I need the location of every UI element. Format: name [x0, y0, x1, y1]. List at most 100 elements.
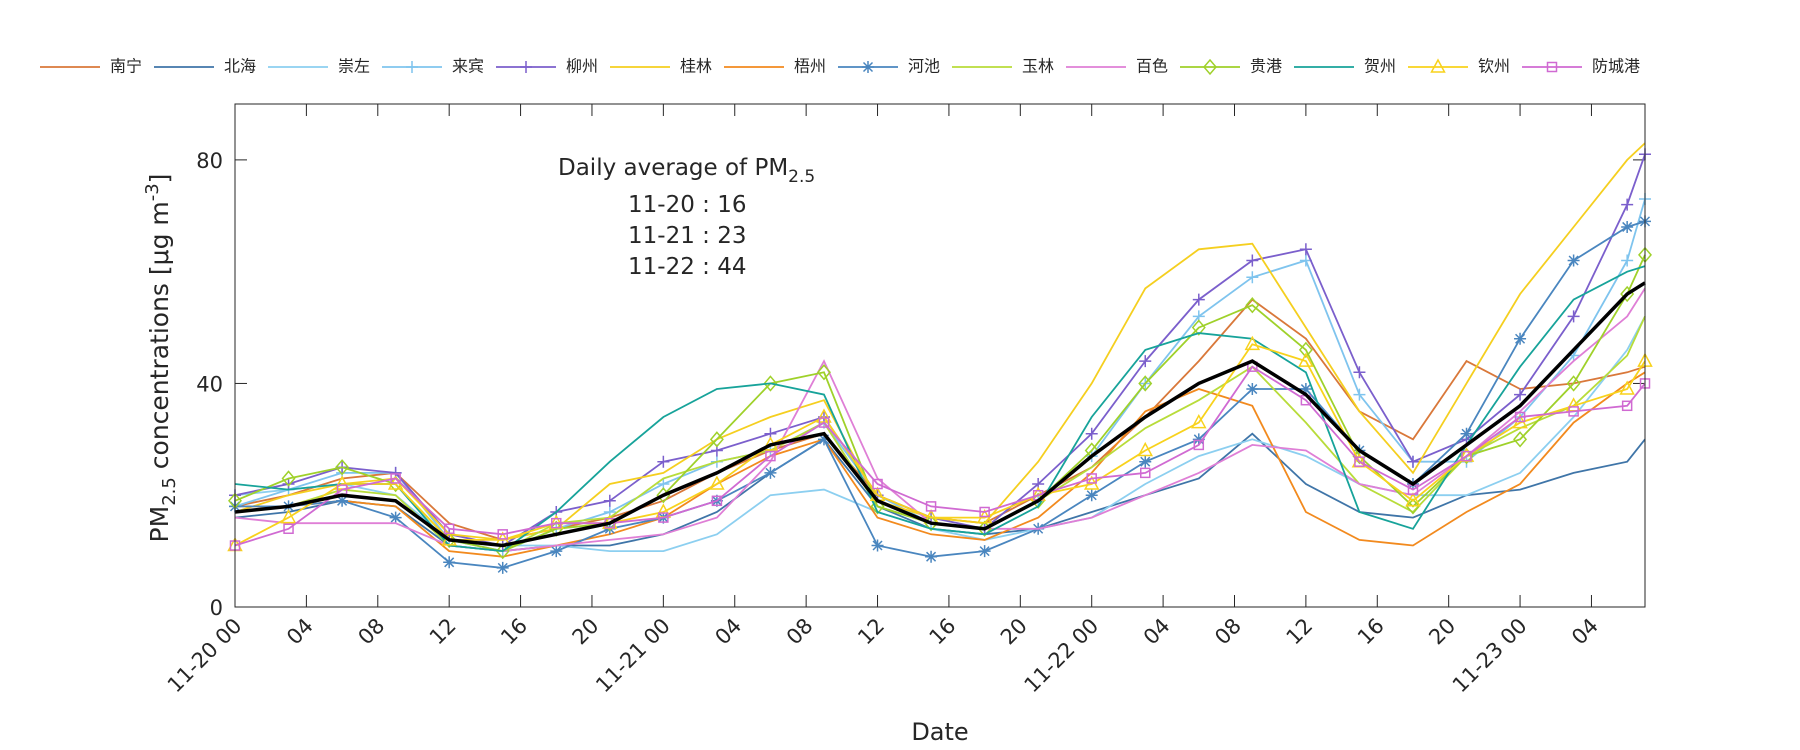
legend-label: 柳州	[566, 57, 598, 76]
y-label-part: concentrations [μg m	[145, 201, 174, 477]
marker	[1192, 293, 1205, 306]
x-tick-label: 04	[1139, 614, 1175, 650]
marker	[1298, 352, 1314, 367]
marker	[1461, 450, 1472, 462]
marker	[1086, 473, 1097, 484]
series-line	[234, 316, 1646, 553]
marker	[390, 473, 401, 484]
series-line	[235, 220, 1646, 569]
y-label-part: PM	[145, 506, 174, 543]
legend-label: 贵港	[1250, 57, 1282, 76]
marker	[709, 431, 724, 448]
marker	[764, 466, 777, 479]
marker	[1085, 489, 1098, 502]
marker	[818, 417, 830, 428]
marker	[1139, 455, 1152, 468]
x-tick-label: 20	[1424, 614, 1460, 650]
marker	[1245, 297, 1260, 314]
plot-frame	[234, 103, 1646, 608]
y-tick-label: 80	[196, 149, 223, 173]
marker	[1513, 431, 1528, 448]
series-line	[235, 371, 1646, 558]
legend-label: 钦州	[1478, 57, 1510, 76]
series-line	[234, 281, 1646, 548]
marker	[1203, 58, 1217, 76]
series-line	[234, 343, 1646, 547]
annotation-text: Daily average of PM	[558, 155, 788, 181]
marker	[443, 556, 456, 569]
x-tick-label: 16	[1353, 614, 1389, 650]
marker	[335, 459, 350, 476]
x-tick-label: 04	[282, 614, 318, 650]
marker	[711, 495, 723, 507]
marker	[1621, 198, 1634, 211]
marker	[1430, 58, 1446, 73]
legend-label: 崇左	[338, 57, 370, 76]
marker	[1192, 433, 1205, 446]
x-tick-label: 12	[1282, 614, 1318, 650]
marker	[979, 506, 990, 518]
marker	[280, 509, 297, 524]
marker	[1621, 400, 1633, 412]
marker	[1353, 388, 1366, 401]
y-label-part: ]	[145, 174, 174, 184]
y-label-sub: 2.5	[159, 477, 180, 506]
legend-label: 桂林	[680, 57, 712, 76]
annotation-sub: 2.5	[788, 167, 815, 187]
series-line	[234, 298, 1646, 541]
annotation-line: 11-21 : 23	[628, 223, 746, 249]
marker	[1191, 319, 1206, 336]
x-tick-label: 11-21 00	[591, 614, 675, 698]
x-tick-label: 11-22 00	[1020, 614, 1104, 698]
marker	[1546, 61, 1558, 73]
series-line	[234, 287, 1646, 553]
marker	[1354, 456, 1365, 467]
marker	[1191, 413, 1207, 429]
marker	[1085, 427, 1098, 440]
legend-label: 北海	[224, 57, 256, 76]
marker	[1299, 243, 1312, 256]
marker	[1460, 427, 1473, 440]
marker	[497, 529, 508, 540]
legend-label: 来宾	[452, 57, 484, 76]
marker	[816, 364, 831, 381]
marker	[657, 455, 670, 468]
x-tick-label: 16	[496, 614, 532, 650]
marker	[443, 523, 455, 535]
marker	[1246, 254, 1259, 267]
x-tick-label: 12	[425, 614, 461, 650]
marker	[817, 433, 830, 446]
series-line	[234, 142, 1646, 541]
y-axis-label: PM2.5 concentrations [μg m-3]	[142, 174, 180, 543]
marker	[603, 494, 616, 507]
marker	[1514, 332, 1527, 345]
marker	[1514, 411, 1526, 423]
y-label-sup: -3	[142, 183, 163, 201]
marker	[1567, 254, 1580, 267]
marker	[1298, 341, 1313, 359]
legend-label: 防城港	[1592, 57, 1640, 76]
legend-label: 玉林	[1022, 57, 1054, 76]
x-tick-label: 04	[710, 614, 746, 650]
x-tick-label: 20	[568, 614, 604, 650]
marker	[1244, 335, 1261, 351]
x-axis-label: Date	[911, 718, 968, 746]
marker	[1405, 492, 1421, 507]
marker	[1140, 467, 1151, 479]
marker	[389, 511, 402, 524]
x-tick-label: 11-20 00	[163, 614, 247, 698]
marker	[709, 475, 725, 490]
marker	[1621, 254, 1634, 267]
marker	[1299, 383, 1312, 396]
marker	[1568, 406, 1579, 417]
marker	[1138, 375, 1153, 392]
marker	[871, 539, 884, 552]
marker	[1137, 441, 1154, 457]
marker	[862, 61, 874, 73]
marker	[872, 478, 883, 490]
marker	[1139, 355, 1152, 368]
marker	[1246, 383, 1259, 396]
annotation-title: Daily average of PM2.5	[558, 155, 815, 187]
x-tick-label: 20	[996, 614, 1032, 650]
